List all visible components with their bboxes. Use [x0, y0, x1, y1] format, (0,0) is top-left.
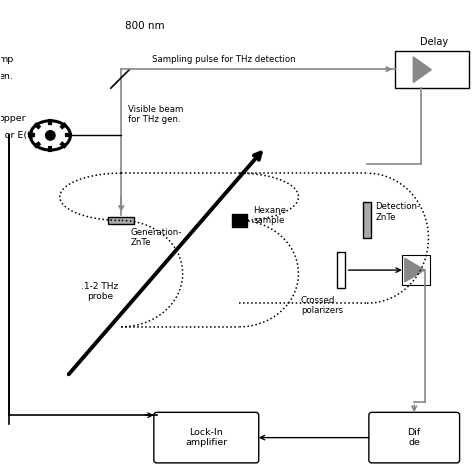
FancyBboxPatch shape [154, 412, 259, 463]
Text: Dif
de: Dif de [408, 428, 421, 447]
Text: 800 nm: 800 nm [125, 21, 164, 31]
Text: Crossed
polarizers: Crossed polarizers [301, 296, 343, 316]
Bar [337, 252, 345, 288]
Text: Hexane
sample: Hexane sample [254, 206, 287, 226]
Text: mp: mp [0, 55, 14, 64]
Bar [363, 202, 371, 238]
Text: ) or E(t): ) or E(t) [0, 131, 35, 140]
Text: Detection-
ZnTe: Detection- ZnTe [375, 202, 420, 222]
Text: opper: opper [0, 114, 26, 123]
Text: Generation-
ZnTe: Generation- ZnTe [131, 228, 182, 247]
Text: Delay: Delay [420, 37, 448, 47]
Text: Visible beam
for THz gen.: Visible beam for THz gen. [128, 105, 183, 124]
Text: .1-2 THz
probe: .1-2 THz probe [82, 282, 118, 301]
Bar [232, 214, 247, 227]
Polygon shape [413, 57, 431, 82]
Bar [395, 51, 469, 88]
Bar [402, 255, 430, 285]
Text: en.: en. [0, 72, 13, 81]
Polygon shape [405, 258, 425, 282]
Text: Lock-In
amplifier: Lock-In amplifier [185, 428, 228, 447]
Text: Sampling pulse for THz detection: Sampling pulse for THz detection [152, 55, 296, 64]
Bar [108, 217, 135, 224]
Circle shape [46, 131, 55, 140]
FancyBboxPatch shape [369, 412, 460, 463]
